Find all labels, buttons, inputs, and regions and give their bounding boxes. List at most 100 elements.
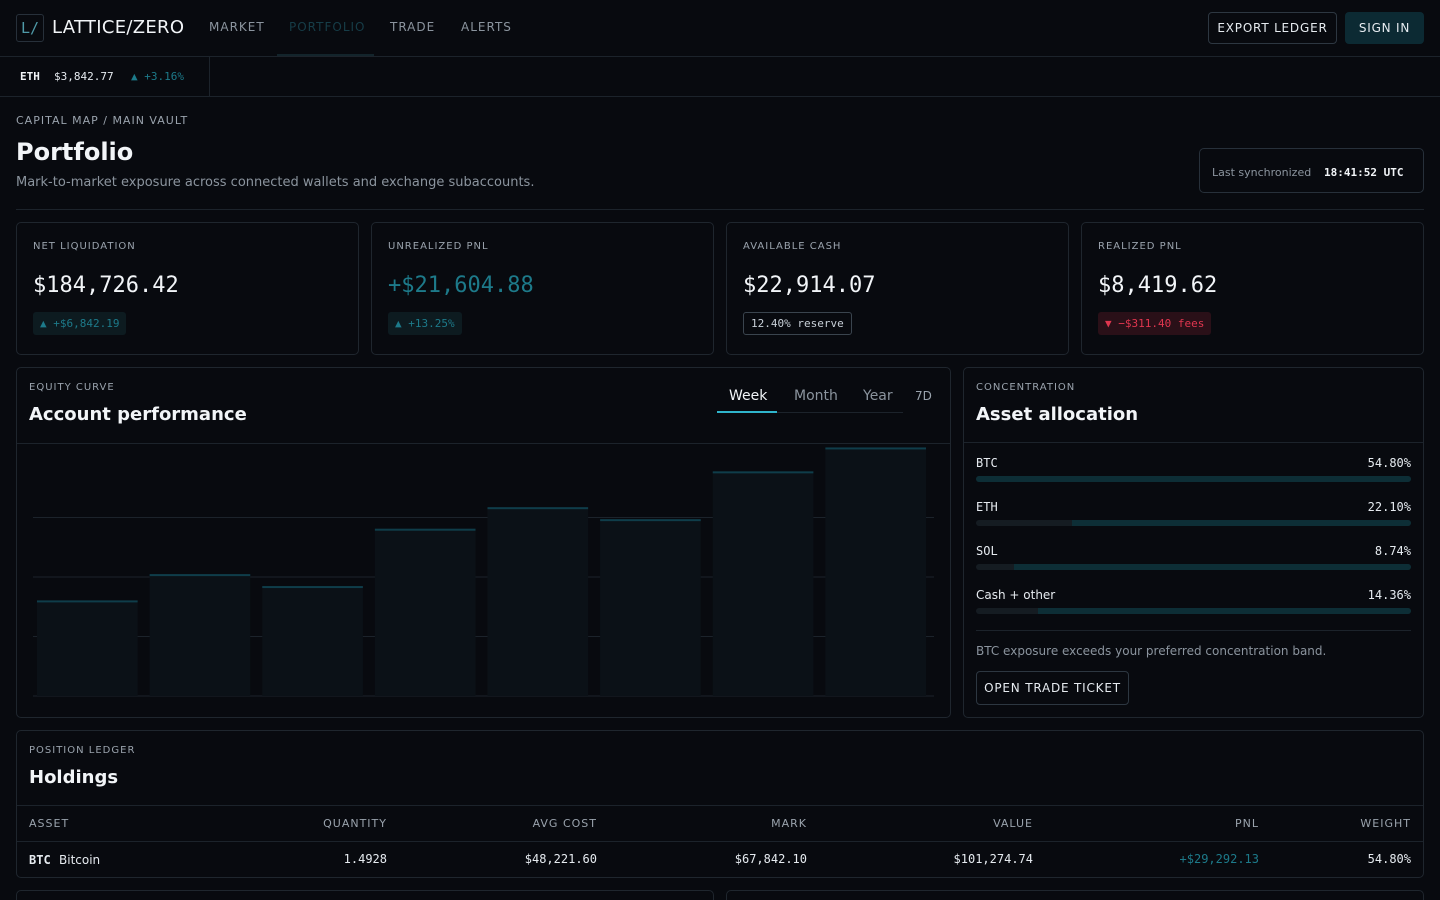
lower-panel-left <box>16 890 714 900</box>
column-header-pnl[interactable]: PNL <box>1235 817 1259 830</box>
ticker-change: ▲ +3.16% <box>131 70 184 83</box>
panel-eyebrow: CONCENTRATION <box>976 382 1076 393</box>
nav-active-indicator <box>277 54 374 56</box>
chart-bar[interactable] <box>149 574 251 696</box>
stat-card-available-cash: AVAILABLE CASH $22,914.07 12.40% reserve <box>726 222 1069 355</box>
holdings-panel: POSITION LEDGER Holdings ASSET QUANTITY … <box>16 730 1424 878</box>
asset-name: Bitcoin <box>59 853 101 867</box>
panel-eyebrow: POSITION LEDGER <box>29 745 136 756</box>
stat-value: $184,726.42 <box>33 273 179 298</box>
panel-title: Holdings <box>29 767 119 788</box>
top-nav: L/ LATTICE/ZERO MARKET PORTFOLIO TRADE A… <box>0 0 1440 57</box>
allocation-bar-fill <box>1014 564 1411 570</box>
nav-item-portfolio[interactable]: PORTFOLIO <box>289 20 366 34</box>
allocation-row-cash: Cash + other 14.36% <box>976 588 1411 618</box>
nav-item-market[interactable]: MARKET <box>209 20 265 34</box>
chart-bar[interactable] <box>487 507 589 696</box>
fees-badge: ▼ −$311.40 fees <box>1098 312 1212 335</box>
chart-bar[interactable] <box>37 600 138 696</box>
column-header-avg-cost[interactable]: AVG COST <box>532 817 597 830</box>
allocation-percent: 14.36% <box>1367 588 1411 602</box>
performance-panel: EQUITY CURVE Account performance Week Mo… <box>16 367 951 718</box>
allocation-asset: ETH <box>976 500 998 514</box>
chart-bar-cap <box>262 586 363 589</box>
export-ledger-button[interactable]: EXPORT LEDGER <box>1208 12 1337 44</box>
stat-value: +$21,604.88 <box>388 273 534 298</box>
allocation-bar-fill <box>1071 520 1411 526</box>
nav-item-alerts[interactable]: ALERTS <box>461 20 512 34</box>
chart-bar[interactable] <box>712 471 814 696</box>
allocation-warning: BTC exposure exceeds your preferred conc… <box>976 644 1327 658</box>
chart-bar[interactable] <box>374 528 476 696</box>
tab-month[interactable]: Month <box>794 388 838 404</box>
column-header-quantity[interactable]: QUANTITY <box>323 817 387 830</box>
stat-label: REALIZED PNL <box>1098 241 1182 252</box>
logo-icon: L/ <box>16 14 44 42</box>
allocation-percent: 8.74% <box>1374 544 1411 558</box>
page-title: Portfolio <box>16 138 134 166</box>
panel-divider <box>17 443 950 444</box>
tab-week[interactable]: Week <box>729 388 768 404</box>
allocation-bar-fill <box>1038 608 1411 614</box>
allocation-bar <box>976 476 1411 482</box>
stat-card-realized-pnl: REALIZED PNL $8,419.62 ▼ −$311.40 fees <box>1081 222 1424 355</box>
chart-bar-cap <box>374 528 476 531</box>
page-subtitle: Mark-to-market exposure across connected… <box>16 175 535 190</box>
chart-bar-cap <box>149 574 251 577</box>
breadcrumb: CAPITAL MAP / MAIN VAULT <box>16 114 189 127</box>
allocation-asset: BTC <box>976 456 998 470</box>
equity-chart <box>33 443 934 698</box>
allocation-asset: Cash + other <box>976 588 1056 602</box>
avg-cost-cell: $48,221.60 <box>524 852 597 866</box>
tab-year[interactable]: Year <box>863 388 893 404</box>
panel-divider <box>17 805 1423 806</box>
column-header-asset[interactable]: ASSET <box>29 817 70 830</box>
column-header-weight[interactable]: WEIGHT <box>1360 817 1411 830</box>
ticker-item[interactable]: ETH $3,842.77 ▲ +3.16% <box>0 57 210 97</box>
allocation-panel: CONCENTRATION Asset allocation BTC 54.80… <box>963 367 1424 718</box>
sync-status: Last synchronized 18:41:52 UTC <box>1199 148 1424 193</box>
asset-symbol: BTC <box>29 853 51 867</box>
mark-cell: $67,842.10 <box>734 852 807 866</box>
panel-eyebrow: EQUITY CURVE <box>29 382 115 393</box>
allocation-row-btc: BTC 54.80% <box>976 456 1411 486</box>
equity-chart-svg <box>33 447 934 697</box>
chart-bar-cap <box>825 447 926 450</box>
nav-item-trade[interactable]: TRADE <box>390 20 436 34</box>
allocation-row-eth: ETH 22.10% <box>976 500 1411 530</box>
allocation-bar <box>976 564 1411 570</box>
stat-change-badge: ▲ +13.25% <box>388 312 462 335</box>
allocation-percent: 54.80% <box>1367 456 1411 470</box>
panel-title: Account performance <box>29 404 247 425</box>
ticker-symbol: ETH <box>20 70 40 83</box>
header-divider <box>16 209 1424 210</box>
stat-value: $8,419.62 <box>1098 273 1218 298</box>
allocation-bar <box>976 520 1411 526</box>
table-header-divider <box>17 841 1423 842</box>
sync-label: Last synchronized <box>1212 166 1312 179</box>
allocation-asset: SOL <box>976 544 998 558</box>
app-name: LATTICE/ZERO <box>52 17 185 38</box>
tab-track <box>717 412 903 413</box>
column-header-value[interactable]: VALUE <box>993 817 1033 830</box>
allocation-bar <box>976 608 1411 614</box>
allocation-bar-fill <box>976 476 1411 482</box>
open-trade-ticket-button[interactable]: OPEN TRADE TICKET <box>976 671 1129 705</box>
chart-bar[interactable] <box>825 447 926 696</box>
stat-change-badge: ▲ +$6,842.19 <box>33 312 127 335</box>
panel-divider <box>964 442 1423 443</box>
stat-label: AVAILABLE CASH <box>743 241 842 252</box>
chart-bar[interactable] <box>262 586 363 696</box>
weight-cell: 54.80% <box>1367 852 1411 866</box>
chart-bar[interactable] <box>600 519 701 696</box>
chart-bar-cap <box>712 471 814 474</box>
panel-title: Asset allocation <box>976 404 1139 425</box>
sign-in-button[interactable]: SIGN IN <box>1345 12 1424 44</box>
ticker-bar: ETH $3,842.77 ▲ +3.16% <box>0 57 1440 97</box>
range-label[interactable]: 7D <box>915 389 932 403</box>
column-header-mark[interactable]: MARK <box>771 817 807 830</box>
allocation-percent: 22.10% <box>1367 500 1411 514</box>
allocation-row-sol: SOL 8.74% <box>976 544 1411 574</box>
allocation-divider <box>976 630 1411 631</box>
ticker-price: $3,842.77 <box>54 70 114 83</box>
